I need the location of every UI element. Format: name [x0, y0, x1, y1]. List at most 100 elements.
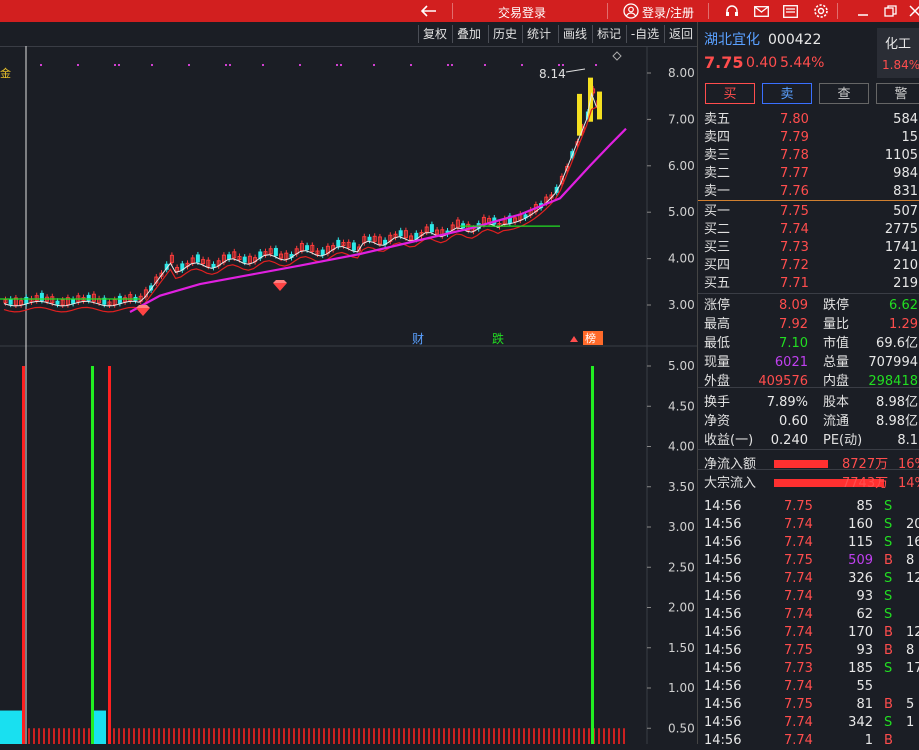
query-button[interactable]: 查	[819, 83, 869, 104]
tick-row[interactable]: 14:56 7.74 115 S 16	[698, 534, 919, 552]
gear-icon[interactable]	[810, 0, 832, 22]
candle-body	[273, 247, 278, 256]
alert-button[interactable]: 警	[876, 83, 919, 104]
sell-button[interactable]: 卖	[762, 83, 812, 104]
tick-row[interactable]: 14:56 7.75 85 S	[698, 498, 919, 516]
tick-row[interactable]: 14:56 7.74 326 S 12	[698, 570, 919, 588]
candle-body	[279, 253, 284, 259]
ask-row[interactable]: 卖四 7.79 15	[698, 129, 919, 147]
toolbar-back-button[interactable]: 返回	[664, 25, 697, 43]
volume-bar	[268, 728, 270, 750]
tick-row[interactable]: 14:56 7.73 185 S 17	[698, 660, 919, 678]
event-label-cai[interactable]: 财	[412, 332, 424, 346]
toolbar-watchlist-button[interactable]: -自选	[626, 25, 663, 43]
stat-value-inner: 298418	[868, 374, 918, 389]
tick-row[interactable]: 14:56 7.74 62 S	[698, 606, 919, 624]
volume-spike-bar	[108, 366, 111, 750]
tick-row[interactable]: 14:56 7.74 93 S	[698, 588, 919, 606]
bang-badge[interactable]	[583, 331, 603, 345]
stat-label-limit_down: 跌停	[823, 298, 850, 313]
stat-label-nav: 净资	[704, 414, 731, 429]
tick-price: 7.74	[784, 679, 813, 694]
mail-icon[interactable]	[750, 0, 772, 22]
high-price-annotation: 8.14	[539, 67, 566, 81]
volume-spike-bar	[591, 366, 594, 750]
stat-value-total_vol: 707994	[868, 355, 918, 370]
tick-row[interactable]: 14:56 7.75 81 B 5	[698, 696, 919, 714]
tick-row[interactable]: 14:56 7.74 160 S 20	[698, 516, 919, 534]
volume-bar	[613, 728, 615, 750]
trade-login-button[interactable]: 交易登录	[498, 6, 547, 20]
sector-badge[interactable]: 化工 1.84%	[877, 28, 919, 78]
ask-row[interactable]: 卖二 7.77 984	[698, 165, 919, 183]
volume-bar	[33, 728, 35, 750]
tick-count: 16	[906, 535, 919, 550]
tick-row[interactable]: 14:56 7.75 509 B 8	[698, 552, 919, 570]
volume-spike-bar	[22, 366, 25, 750]
volume-bar	[488, 728, 490, 750]
tick-count: 12	[906, 571, 919, 586]
toolbar-draw-button[interactable]: 画线	[558, 25, 591, 43]
restore-icon[interactable]	[879, 0, 901, 22]
back-arrow-icon[interactable]	[418, 0, 440, 22]
candle-body	[409, 235, 414, 241]
ask-row[interactable]: 卖三 7.78 1105	[698, 147, 919, 165]
candle-body	[128, 294, 133, 302]
ma10-line	[3, 106, 598, 313]
candle-body	[315, 250, 320, 255]
tick-row[interactable]: 14:56 7.74 342 S 1	[698, 714, 919, 732]
candle-body	[242, 256, 247, 263]
login-register-button[interactable]: 登录/注册	[642, 6, 695, 20]
close-icon[interactable]	[904, 0, 919, 22]
candle-body	[455, 219, 460, 228]
toolbar-mark-button[interactable]: 标记	[592, 25, 625, 43]
headset-icon[interactable]	[721, 0, 743, 22]
diamond-outline-icon[interactable]	[612, 51, 622, 61]
bid-row[interactable]: 买二 7.74 2775	[698, 221, 919, 239]
volume-bar	[303, 728, 305, 750]
signal-dot	[336, 64, 338, 66]
stat-row-outer: 外盘 409576 内盘 298418	[698, 373, 919, 391]
volume-bar	[348, 728, 350, 750]
tick-row[interactable]: 14:56 7.75 93 B 8	[698, 642, 919, 660]
event-label-bang[interactable]: 榜	[585, 331, 596, 345]
ask-row[interactable]: 卖五 7.80 584	[698, 111, 919, 129]
diamond-signal-1	[136, 305, 150, 316]
minimize-icon[interactable]	[852, 0, 874, 22]
candle-body	[372, 235, 377, 242]
tick-row[interactable]: 14:56 7.74 55	[698, 678, 919, 696]
user-icon[interactable]	[620, 0, 642, 22]
current-price: 7.75	[704, 53, 744, 72]
tick-price: 7.73	[784, 661, 813, 676]
block-inflow-row: 大宗流入 7743万 14%	[698, 475, 919, 493]
signal-dot	[77, 64, 79, 66]
bid-row[interactable]: 买三 7.73 1741	[698, 239, 919, 257]
bid-row[interactable]: 买五 7.71 219	[698, 275, 919, 293]
toolbar-overlay-button[interactable]: 叠加	[452, 25, 485, 43]
signal-dot	[562, 64, 564, 66]
toolbar-fuquan-button[interactable]: 复权	[418, 25, 451, 43]
volume-bar	[358, 728, 360, 750]
volume-bar	[128, 728, 130, 750]
tick-volume: 509	[848, 553, 873, 568]
kline-chart[interactable]: 8.00 7.00 6.00 5.00 4.00 3.00 5.00 4.50 4.00 3.50…	[0, 46, 697, 750]
volume-bar	[543, 728, 545, 750]
volume-bar	[228, 728, 230, 750]
bid-row[interactable]: 买一 7.75 507	[698, 203, 919, 221]
candle-body	[398, 230, 403, 237]
buy-button[interactable]: 买	[705, 83, 755, 104]
ask-label: 卖五	[704, 112, 731, 127]
signal-dot	[40, 64, 42, 66]
volume-bar	[368, 728, 370, 750]
tick-row[interactable]: 14:56 7.74 1 B	[698, 732, 919, 750]
bid-row[interactable]: 买四 7.72 210	[698, 257, 919, 275]
event-label-die[interactable]: 跌	[492, 331, 504, 346]
window-list-icon[interactable]	[779, 0, 801, 22]
toolbar-stats-button[interactable]: 统计	[522, 25, 555, 43]
tick-row[interactable]: 14:56 7.74 170 B 12	[698, 624, 919, 642]
volume-bar	[38, 728, 40, 750]
volume-tick-label: 2.00	[668, 601, 695, 615]
ask-row[interactable]: 卖一 7.76 831	[698, 183, 919, 201]
toolbar-history-button[interactable]: 历史	[488, 25, 521, 43]
tick-side: S	[884, 499, 893, 514]
